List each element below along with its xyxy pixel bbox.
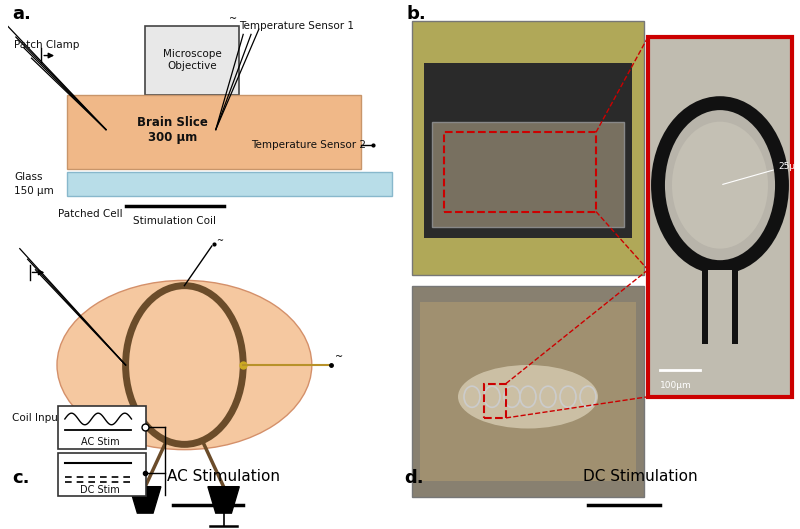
Bar (708, 270, 732, 344)
Text: Temperature Sensor 1: Temperature Sensor 1 (239, 22, 354, 31)
Text: Temperature Sensor 2: Temperature Sensor 2 (251, 141, 366, 150)
FancyBboxPatch shape (58, 453, 146, 496)
Bar (702, 270, 720, 344)
Polygon shape (208, 487, 239, 513)
Bar (67, 172, 392, 196)
Circle shape (658, 103, 782, 267)
Bar (720, 270, 738, 344)
Bar (412, 21, 644, 275)
FancyBboxPatch shape (58, 406, 146, 449)
Text: Stimulation Coil: Stimulation Coil (133, 216, 216, 226)
Bar (412, 286, 644, 497)
Circle shape (672, 122, 768, 249)
Text: AC Stim: AC Stim (81, 437, 119, 446)
Bar (424, 63, 632, 238)
Bar (484, 384, 506, 418)
FancyBboxPatch shape (146, 26, 239, 95)
Text: b.: b. (406, 5, 426, 23)
Polygon shape (130, 487, 161, 513)
Text: Glass: Glass (14, 172, 42, 182)
Ellipse shape (57, 280, 312, 450)
Text: 100μm: 100μm (660, 381, 692, 390)
Text: ~: ~ (216, 236, 222, 245)
Text: AC Stimulation: AC Stimulation (167, 469, 280, 484)
Text: 25μm: 25μm (778, 162, 800, 171)
Bar (444, 132, 596, 212)
Text: 150 μm: 150 μm (14, 187, 54, 196)
Bar (420, 302, 636, 481)
Text: Patch Clamp: Patch Clamp (14, 40, 79, 50)
Text: Microscope
Objective: Microscope Objective (163, 49, 222, 70)
Ellipse shape (458, 365, 598, 428)
Bar (648, 37, 792, 397)
Bar (67, 95, 361, 169)
Text: DC Stimulation: DC Stimulation (582, 469, 698, 484)
Text: DC Stim: DC Stim (80, 486, 120, 495)
Text: Coil Input: Coil Input (12, 413, 62, 423)
Text: Brain Slice
300 μm: Brain Slice 300 μm (138, 116, 208, 143)
Text: c.: c. (12, 469, 30, 487)
Text: Patched Cell: Patched Cell (58, 209, 122, 219)
Bar (702, 270, 738, 344)
Bar (432, 122, 624, 227)
Text: a.: a. (12, 5, 30, 23)
Text: d.: d. (404, 469, 424, 487)
Text: ~: ~ (335, 352, 343, 362)
Text: ~: ~ (230, 14, 238, 23)
